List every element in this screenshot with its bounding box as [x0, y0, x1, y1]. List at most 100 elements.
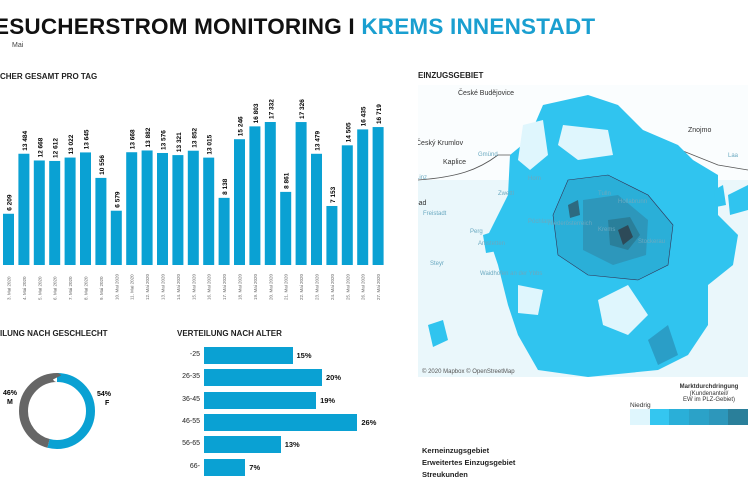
age-bar[interactable] [204, 391, 317, 409]
bar[interactable] [141, 150, 153, 265]
bar-value-label: 13 852 [191, 127, 198, 147]
bar-value-label: 8 138 [222, 178, 229, 195]
x-tick-label: 3. Mai 2020 [7, 276, 12, 300]
bar[interactable] [95, 177, 107, 265]
area-streu: Streukunden [422, 470, 468, 479]
x-tick-label: 26. Mai 2020 [361, 273, 366, 300]
map-place-label: Waidhofen an der Ybbs [480, 271, 542, 277]
bar[interactable] [326, 205, 338, 265]
bar[interactable] [357, 129, 369, 265]
x-tick-label: 12. Mai 2020 [145, 273, 150, 300]
age-group-label: 36-45 [182, 395, 200, 403]
x-tick-label: 25. Mai 2020 [345, 273, 350, 300]
age-bar[interactable] [204, 436, 281, 454]
bar[interactable] [80, 152, 91, 265]
age-chart-title: VERTEILUNG NACH ALTER [177, 329, 282, 338]
low-penetration-area [518, 120, 648, 335]
bar[interactable] [234, 139, 245, 265]
bar-value-label: 13 022 [68, 134, 75, 154]
bar-value-label: 15 246 [238, 116, 245, 136]
legend-low-label: Niedrig [630, 402, 651, 409]
bar-value-label: 16 803 [253, 103, 260, 123]
bar[interactable] [110, 210, 122, 265]
map-place-label: Perg [470, 229, 483, 235]
slice-percent-label: 54% [97, 391, 112, 398]
age-bar[interactable] [204, 458, 246, 476]
bar-value-label: 13 015 [207, 134, 214, 154]
age-value-label: 13% [284, 440, 300, 450]
daily-visitors-chart: 6 209 3. Mai 2020 13 484 4. Mai 2020 12 668 5… [3, 99, 384, 300]
daily-chart-title: CHER GESAMT PRO TAG [0, 72, 98, 81]
age-value-label: 26% [361, 417, 377, 427]
slice-percent-label: 46% [3, 390, 18, 397]
legend-swatch [728, 409, 748, 425]
x-tick-label: 16. Mai 2020 [207, 273, 212, 300]
bar[interactable] [218, 197, 230, 265]
legend-swatch [649, 409, 670, 425]
bar-value-label: 16 719 [376, 104, 383, 124]
map-place-label: Niederösterreich [548, 221, 592, 227]
bar-value-label: 14 505 [345, 122, 352, 142]
bar[interactable] [18, 153, 30, 265]
map-place-label: Horn [528, 176, 541, 182]
x-tick-label: 4. Mai 2020 [22, 276, 27, 300]
map-place-label: Tulln [598, 191, 611, 197]
map-place-label: Pöchlarn [528, 219, 552, 225]
map-place-label: Stockerau [638, 239, 665, 245]
map-place-label: Gmünd [478, 152, 498, 158]
catchment-map[interactable]: České Budějovice Český Krumlov Kaplice Znoj… [418, 85, 748, 377]
bar[interactable] [372, 127, 384, 265]
x-tick-label: 6. Mai 2020 [53, 276, 58, 300]
x-tick-label: 27. Mai 2020 [376, 273, 381, 300]
x-tick-label: 21. Mai 2020 [284, 273, 289, 300]
bar[interactable] [64, 157, 76, 265]
slice-name-label: F [105, 400, 110, 407]
age-group-label: 26-35 [182, 373, 200, 381]
bar[interactable] [203, 157, 215, 265]
map-place-label: Český Krumlov [418, 138, 464, 147]
map-place-label: Krems [598, 227, 615, 233]
legend-color-scale [630, 409, 748, 425]
bar[interactable] [280, 191, 292, 265]
bar[interactable] [49, 160, 61, 265]
legend-swatch [669, 409, 690, 425]
title-main: ESUCHERSTROM MONITORING I [0, 14, 362, 39]
age-bar[interactable] [204, 347, 293, 364]
bar[interactable] [249, 126, 261, 265]
bar[interactable] [33, 160, 45, 265]
x-tick-label: 19. Mai 2020 [253, 273, 258, 300]
map-place-label: Znojmo [688, 127, 711, 134]
page-title: ESUCHERSTROM MONITORING I KREMS INNENSTA… [0, 14, 595, 40]
bar[interactable] [126, 152, 138, 265]
legend-subtitle-2: EW im PLZ-Gebiet) [682, 397, 735, 403]
bar-value-label: 13 668 [130, 129, 137, 149]
bar[interactable] [264, 122, 276, 265]
x-tick-label: 23. Mai 2020 [315, 273, 320, 300]
x-tick-label: 17. Mai 2020 [222, 273, 227, 300]
donut-slice-M[interactable] [19, 373, 95, 449]
bar[interactable] [311, 153, 322, 265]
bar[interactable] [341, 145, 353, 265]
age-bar[interactable] [204, 369, 322, 387]
x-tick-label: 13. Mai 2020 [161, 273, 166, 300]
bar[interactable] [157, 152, 168, 265]
map-place-label: Zwettl [498, 191, 514, 197]
x-tick-label: 9. Mai 2020 [99, 276, 104, 300]
bar[interactable] [3, 213, 14, 265]
map-place-label: České Budějovice [458, 88, 514, 97]
bar-value-label: 17 332 [268, 99, 275, 119]
map-place-label: Bad [418, 200, 427, 207]
bar-value-label: 13 484 [22, 130, 29, 150]
bar-value-label: 10 556 [99, 155, 106, 175]
legend-swatch [708, 409, 729, 425]
x-tick-label: 7. Mai 2020 [68, 276, 73, 300]
age-bar[interactable] [204, 413, 358, 431]
x-tick-label: 18. Mai 2020 [238, 273, 243, 300]
bar-value-label: 13 645 [84, 129, 91, 149]
area-erweitert: Erweitertes Einzugsgebiet [422, 458, 516, 467]
bar-value-label: 12 612 [53, 138, 60, 158]
bar-value-label: 13 321 [176, 132, 183, 152]
bar[interactable] [295, 122, 307, 265]
bar[interactable] [172, 155, 184, 265]
bar[interactable] [187, 150, 199, 265]
